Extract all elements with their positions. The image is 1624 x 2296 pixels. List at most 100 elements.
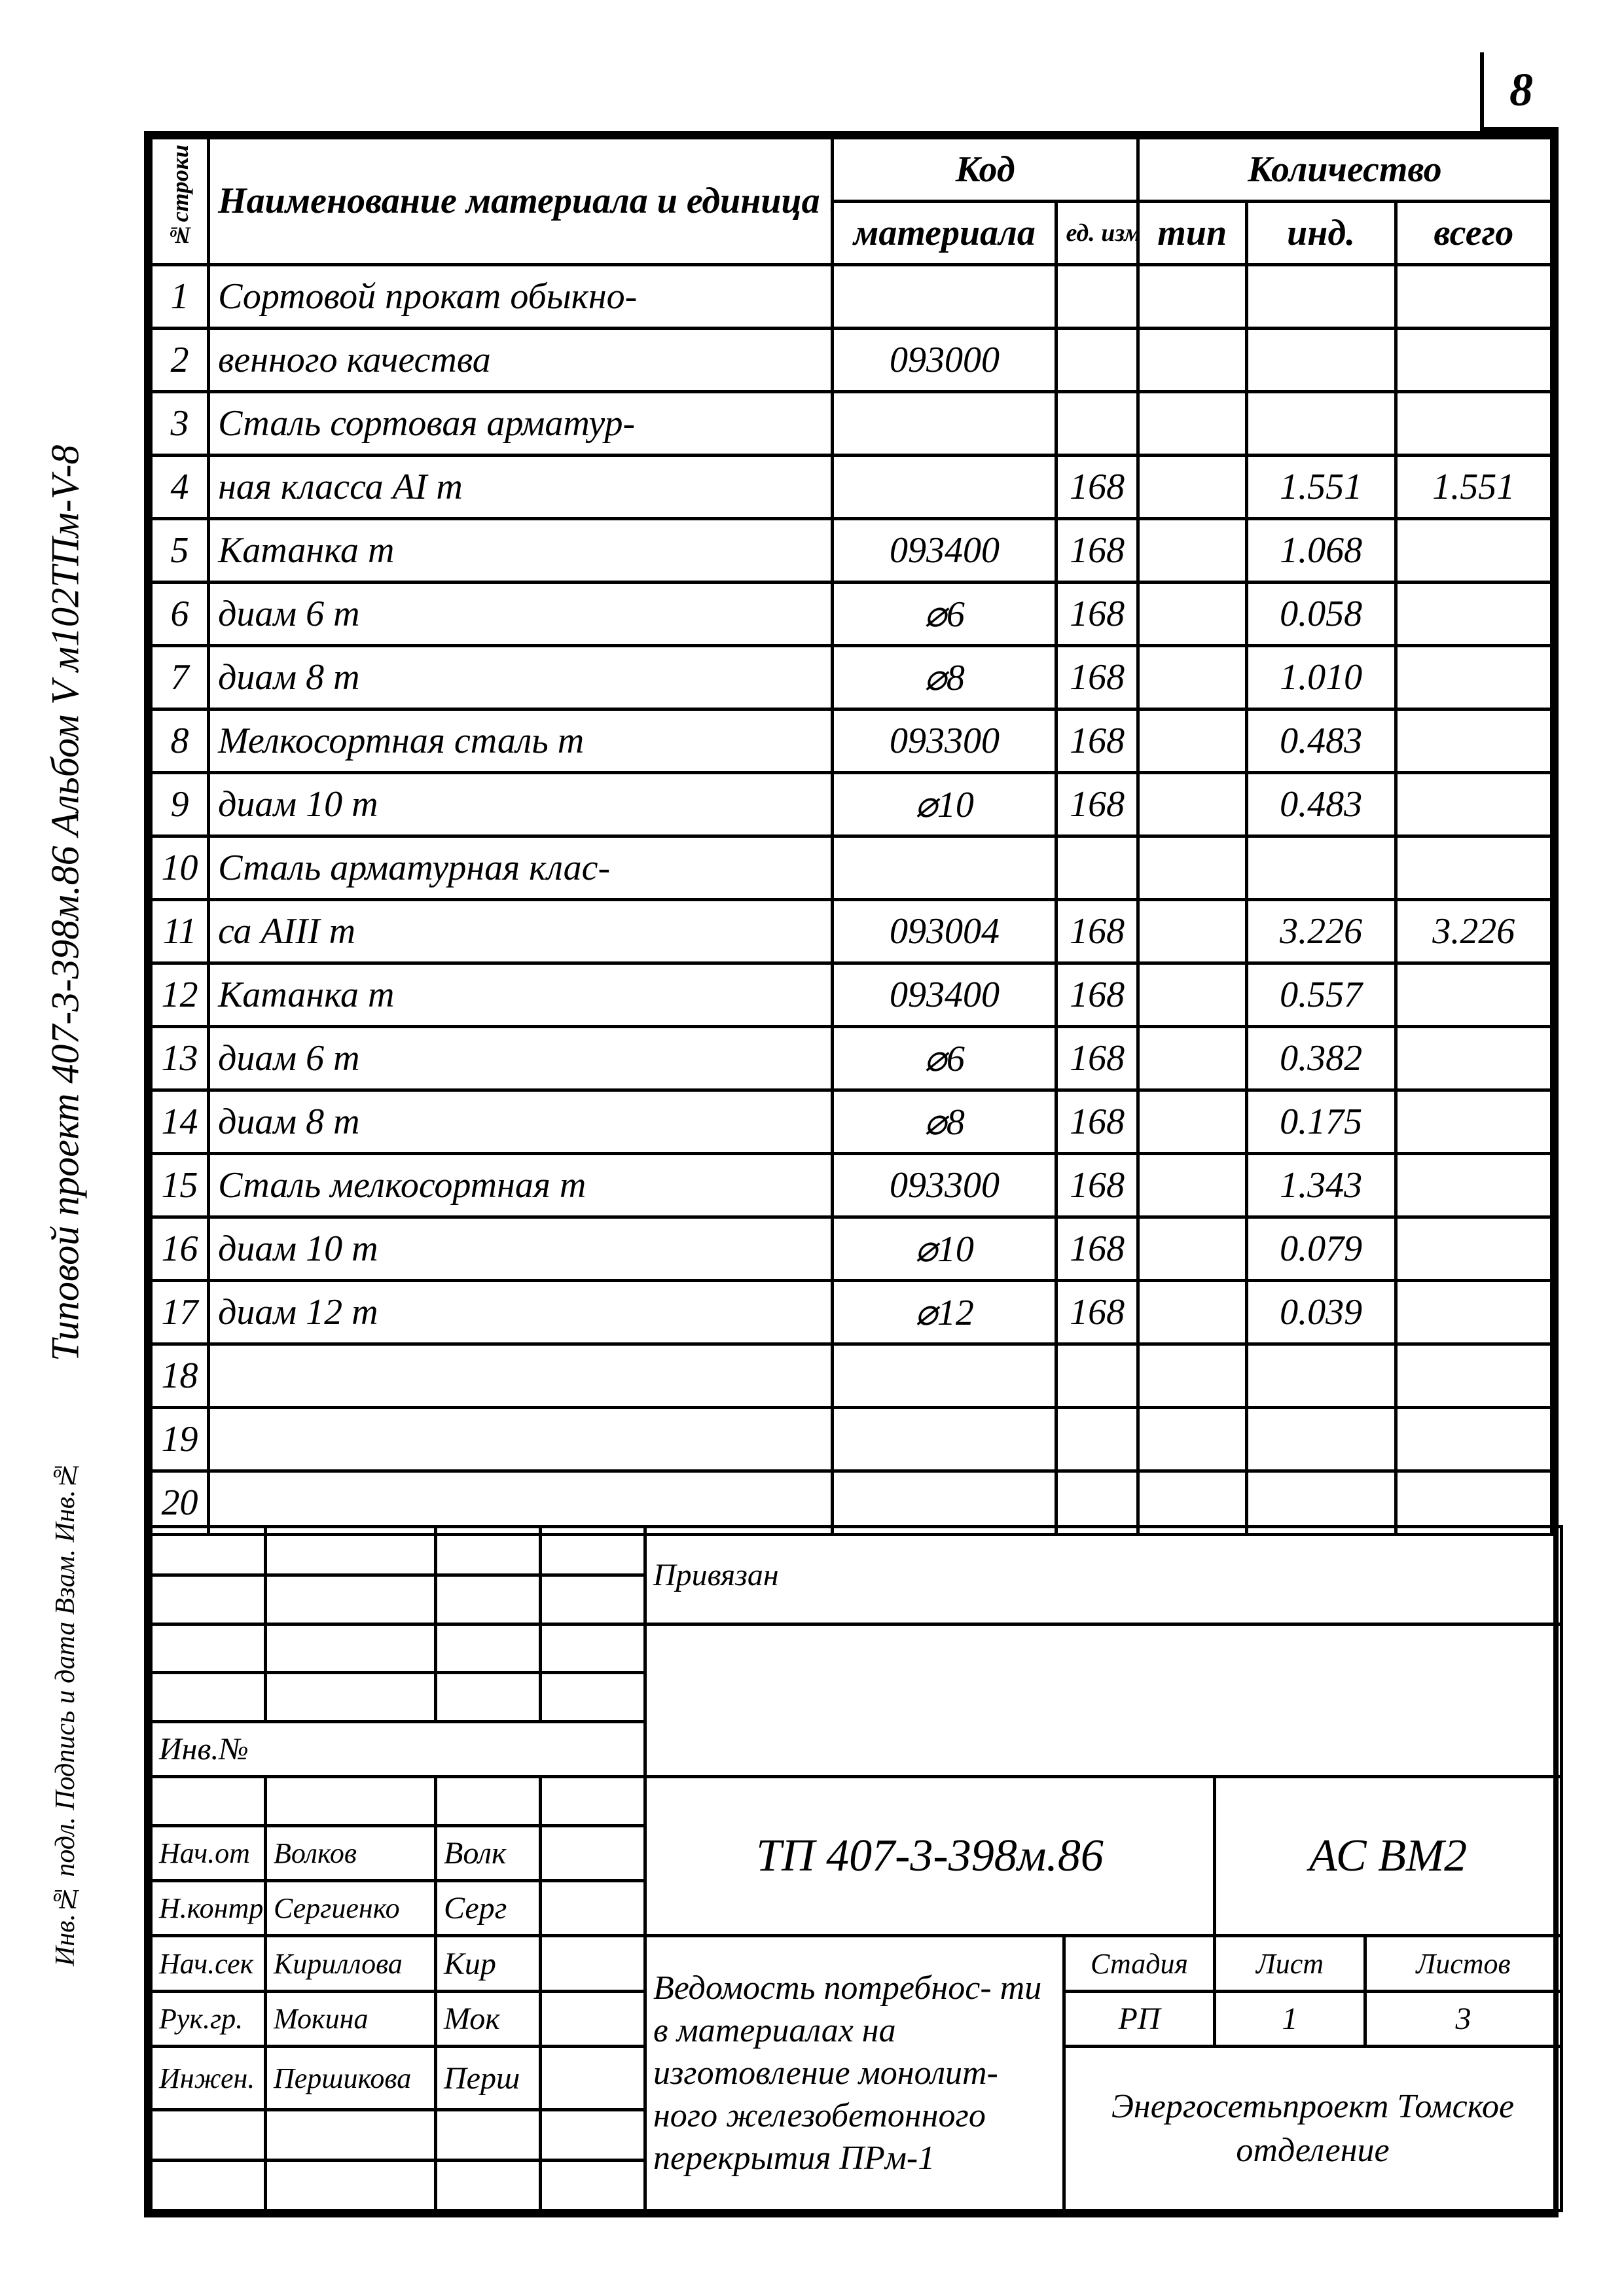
qty-type <box>1138 1344 1246 1408</box>
unit-code: 168 <box>1056 1281 1138 1344</box>
material-name <box>209 1408 833 1471</box>
material-name: диам 6 т <box>209 583 833 646</box>
unit-code: 168 <box>1056 773 1138 836</box>
qty-individual: 0.175 <box>1246 1090 1396 1154</box>
qty-total <box>1396 646 1551 709</box>
header-material-code: материала <box>833 202 1056 265</box>
row-number: 19 <box>151 1408 209 1471</box>
document-title: Ведомость потребнос- ти в материалах на … <box>645 1936 1064 2211</box>
header-row-number: №строки <box>166 145 194 248</box>
unit-code: 168 <box>1056 1154 1138 1217</box>
table-row: 19 <box>151 1408 1552 1471</box>
row-number: 9 <box>151 773 209 836</box>
material-code: ⌀6 <box>833 583 1056 646</box>
unit-code <box>1056 265 1138 329</box>
qty-individual: 3.226 <box>1246 900 1396 963</box>
material-code: 093300 <box>833 709 1056 773</box>
table-row: 17 диам 12 т⌀121680.039 <box>151 1281 1552 1344</box>
row-number: 1 <box>151 265 209 329</box>
qty-type <box>1138 773 1246 836</box>
material-name: Катанка т <box>209 963 833 1027</box>
material-code <box>833 1344 1056 1408</box>
table-row: 9 диам 10 т⌀101680.483 <box>151 773 1552 836</box>
material-name: Сталь мелкосортная т <box>209 1154 833 1217</box>
qty-total <box>1396 1027 1551 1090</box>
material-code: 093000 <box>833 329 1056 392</box>
name-0: Волков <box>266 1825 436 1880</box>
unit-code: 168 <box>1056 900 1138 963</box>
row-number: 14 <box>151 1090 209 1154</box>
row-number: 8 <box>151 709 209 773</box>
material-code: ⌀6 <box>833 1027 1056 1090</box>
qty-individual <box>1246 836 1396 900</box>
material-name: ная класса AI т <box>209 456 833 519</box>
unit-code: 168 <box>1056 1217 1138 1281</box>
row-number: 16 <box>151 1217 209 1281</box>
unit-code: 168 <box>1056 646 1138 709</box>
header-qty-group: Количество <box>1138 138 1551 202</box>
row-number: 15 <box>151 1154 209 1217</box>
qty-type <box>1138 1217 1246 1281</box>
qty-individual: 0.039 <box>1246 1281 1396 1344</box>
materials-table: №строки Наименование материала и единица… <box>149 136 1553 1536</box>
material-name: диам 10 т <box>209 1217 833 1281</box>
material-name: Сортовой прокат обыкно- <box>209 265 833 329</box>
qty-total <box>1396 583 1551 646</box>
material-code: ⌀12 <box>833 1281 1056 1344</box>
table-row: 13 диам 6 т⌀61680.382 <box>151 1027 1552 1090</box>
header-individual: инд. <box>1246 202 1396 265</box>
qty-type <box>1138 329 1246 392</box>
qty-type <box>1138 519 1246 583</box>
row-number: 11 <box>151 900 209 963</box>
list-value: 1 <box>1215 1991 1365 2046</box>
material-name: диам 6 т <box>209 1027 833 1090</box>
qty-type <box>1138 392 1246 456</box>
name-4: Першикова <box>266 2047 436 2110</box>
table-row: 12Катанка т0934001680.557 <box>151 963 1552 1027</box>
material-name: Сталь арматурная клас- <box>209 836 833 900</box>
unit-code <box>1056 392 1138 456</box>
drawing-frame: №строки Наименование материала и единица… <box>144 131 1559 2217</box>
table-row: 8Мелкосортная сталь т0933001680.483 <box>151 709 1552 773</box>
qty-total <box>1396 1154 1551 1217</box>
unit-code: 168 <box>1056 519 1138 583</box>
qty-total <box>1396 1281 1551 1344</box>
unit-code <box>1056 1408 1138 1471</box>
unit-code: 168 <box>1056 1027 1138 1090</box>
qty-total <box>1396 836 1551 900</box>
table-row: 5Катанка т0934001681.068 <box>151 519 1552 583</box>
qty-total <box>1396 1090 1551 1154</box>
qty-type <box>1138 1090 1246 1154</box>
page-number: 8 <box>1480 52 1559 131</box>
row-number: 18 <box>151 1344 209 1408</box>
organization: Энергосетьпроект Томское отделение <box>1064 2047 1562 2211</box>
row-number: 2 <box>151 329 209 392</box>
header-material-name: Наименование материала и единица измерен… <box>209 138 833 265</box>
qty-type <box>1138 646 1246 709</box>
header-code-group: Код <box>833 138 1138 202</box>
table-row: 2венного качества093000 <box>151 329 1552 392</box>
role-3: Рук.гр. <box>151 1991 266 2046</box>
table-row: 18 <box>151 1344 1552 1408</box>
qty-individual <box>1246 329 1396 392</box>
row-number: 6 <box>151 583 209 646</box>
qty-total <box>1396 1217 1551 1281</box>
material-code: ⌀10 <box>833 773 1056 836</box>
row-number: 4 <box>151 456 209 519</box>
priv-label: Привязан <box>645 1527 1064 1624</box>
header-unit: ед. изм <box>1056 202 1138 265</box>
unit-code <box>1056 329 1138 392</box>
unit-code: 168 <box>1056 456 1138 519</box>
material-name: са AIII т <box>209 900 833 963</box>
qty-type <box>1138 709 1246 773</box>
material-code: ⌀8 <box>833 1090 1056 1154</box>
role-2: Нач.сек <box>151 1936 266 1991</box>
material-code: ⌀10 <box>833 1217 1056 1281</box>
unit-code <box>1056 836 1138 900</box>
sig-1: Серг <box>436 1881 541 1936</box>
project-code: ТП 407-3-398м.86 <box>645 1777 1215 1936</box>
unit-code: 168 <box>1056 963 1138 1027</box>
row-number: 7 <box>151 646 209 709</box>
material-code: 093300 <box>833 1154 1056 1217</box>
qty-total <box>1396 265 1551 329</box>
